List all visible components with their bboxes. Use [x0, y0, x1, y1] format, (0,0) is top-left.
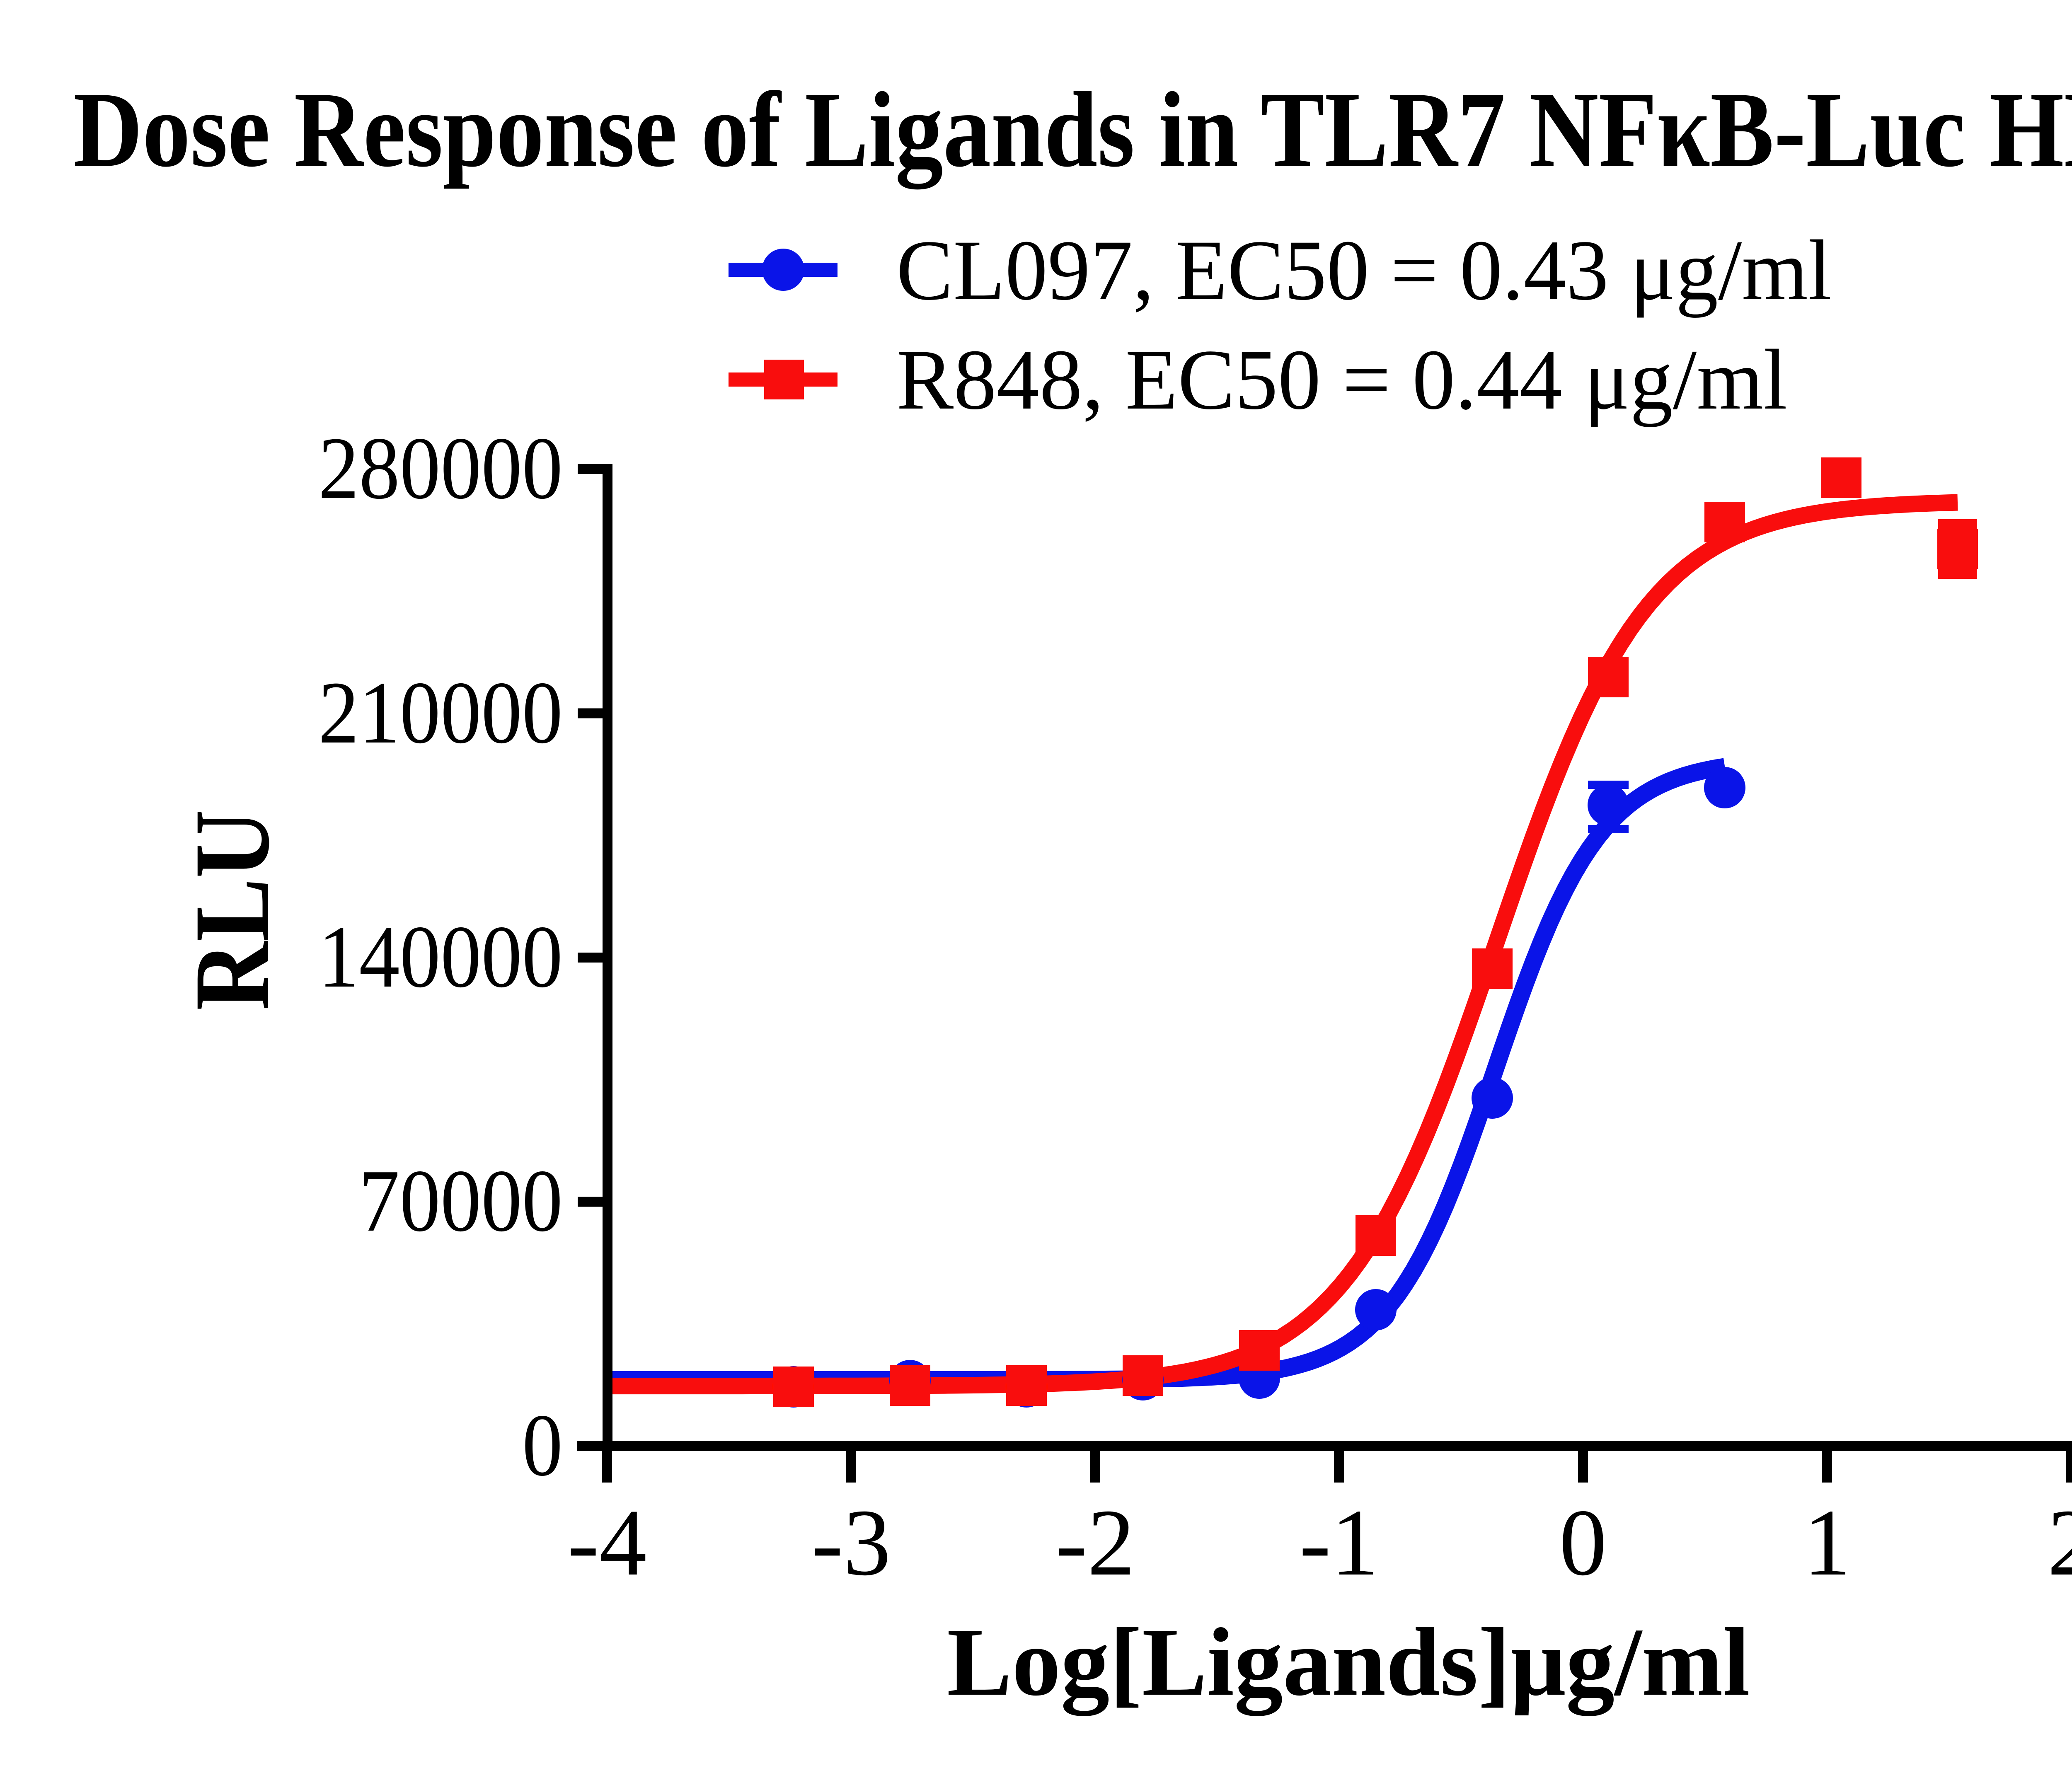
- svg-text:CL097, EC50 = 0.43 μg/ml: CL097, EC50 = 0.43 μg/ml: [896, 223, 1832, 318]
- svg-text:2: 2: [2048, 1490, 2072, 1595]
- svg-text:70000: 70000: [359, 1151, 563, 1250]
- svg-text:0: 0: [1559, 1490, 1607, 1595]
- svg-text:-1: -1: [1299, 1490, 1379, 1595]
- svg-text:-4: -4: [567, 1490, 647, 1595]
- svg-text:210000: 210000: [318, 663, 563, 762]
- svg-text:-2: -2: [1055, 1490, 1135, 1595]
- svg-text:Log[Ligands]μg/ml: Log[Ligands]μg/ml: [947, 1608, 1750, 1716]
- svg-text:R848, EC50 = 0.44 μg/ml: R848, EC50 = 0.44 μg/ml: [896, 332, 1787, 427]
- svg-text:-3: -3: [811, 1490, 891, 1595]
- svg-text:RLU: RLU: [172, 810, 292, 1011]
- svg-text:140000: 140000: [318, 907, 563, 1006]
- svg-text:Dose Response of Ligands in TL: Dose Response of Ligands in TLR7 NFκB-Lu…: [73, 70, 2072, 191]
- svg-text:1: 1: [1803, 1490, 1851, 1595]
- svg-text:280000: 280000: [318, 418, 563, 518]
- svg-text:0: 0: [522, 1396, 563, 1495]
